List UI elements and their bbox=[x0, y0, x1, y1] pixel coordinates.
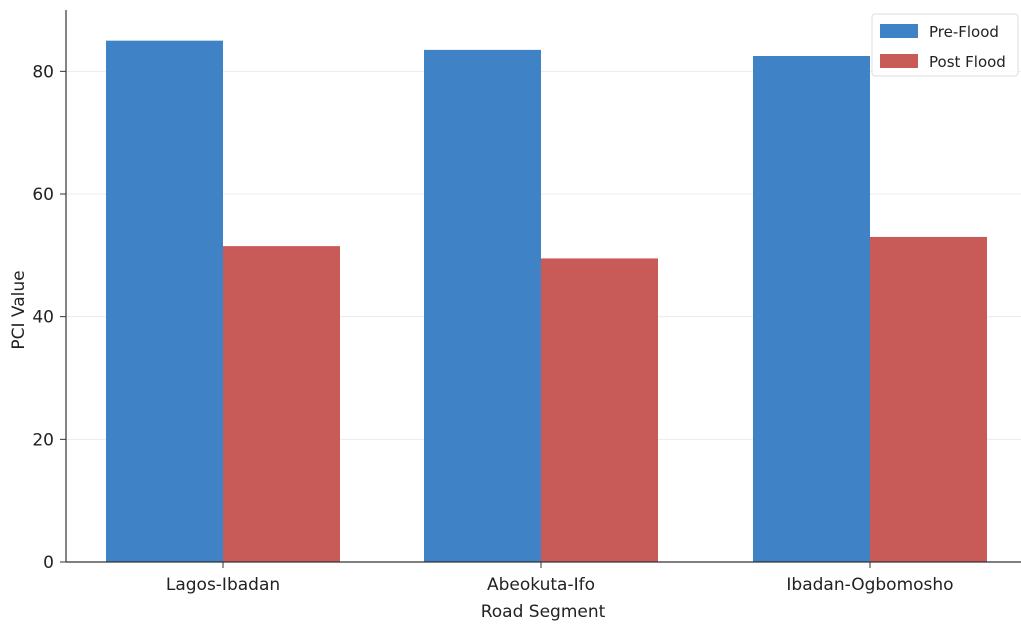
y-tick-label: 0 bbox=[43, 553, 54, 573]
x-ticks: Lagos-Ibadan Abeokuta-Ifo Ibadan-Ogbomosho bbox=[166, 562, 954, 595]
y-axis-title: PCI Value bbox=[9, 270, 29, 349]
bar-post-flood bbox=[541, 258, 658, 562]
bar-pre-flood bbox=[753, 56, 870, 562]
x-tick-label: Abeokuta-Ifo bbox=[487, 575, 595, 595]
x-tick-label: Ibadan-Ogbomosho bbox=[786, 575, 953, 595]
y-tick-label: 40 bbox=[32, 308, 54, 328]
legend-swatch bbox=[880, 54, 918, 68]
legend: Pre-Flood Post Flood bbox=[871, 13, 1019, 77]
legend-swatch bbox=[880, 24, 918, 38]
legend-label: Post Flood bbox=[929, 53, 1006, 71]
y-tick-label: 60 bbox=[32, 185, 54, 205]
y-tick-label: 20 bbox=[32, 430, 54, 450]
bar-post-flood bbox=[870, 236, 987, 562]
x-axis-title: Road Segment bbox=[481, 602, 606, 622]
legend-label: Pre-Flood bbox=[929, 23, 999, 41]
bar-pre-flood bbox=[106, 40, 223, 562]
y-tick-label: 80 bbox=[32, 62, 54, 82]
bar-post-flood bbox=[223, 246, 340, 562]
y-ticks: 0 20 40 60 80 bbox=[32, 62, 66, 573]
bars bbox=[106, 40, 987, 563]
x-tick-label: Lagos-Ibadan bbox=[166, 575, 280, 595]
bar-pre-flood bbox=[424, 49, 541, 563]
